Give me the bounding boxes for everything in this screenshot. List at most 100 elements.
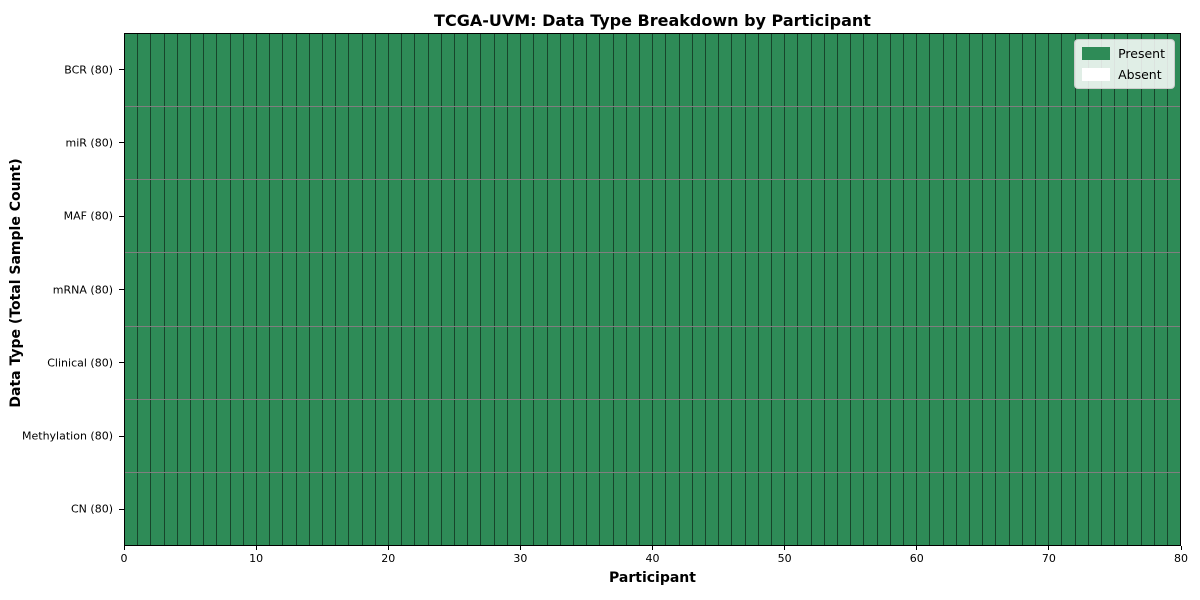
heatmap-cell	[534, 472, 548, 545]
y-tick-mark	[119, 215, 124, 217]
heatmap-cell	[1102, 472, 1116, 545]
heatmap-cell	[917, 107, 931, 180]
heatmap-cell	[507, 34, 522, 107]
chart-title: TCGA-UVM: Data Type Breakdown by Partici…	[434, 11, 871, 30]
heatmap-cell	[283, 107, 297, 180]
heatmap-cell	[877, 326, 891, 399]
heatmap-cell	[283, 326, 297, 399]
heatmap-cell	[349, 399, 363, 472]
heatmap-cell	[323, 399, 337, 472]
heatmap-cell	[943, 253, 957, 326]
heatmap-cell	[903, 34, 918, 107]
heatmap-cell	[587, 326, 601, 399]
y-tick-label: Clinical (80)	[47, 356, 113, 370]
heatmap-cell	[996, 180, 1010, 253]
heatmap-cell	[296, 107, 310, 180]
heatmap-cell	[890, 180, 904, 253]
heatmap-cell	[336, 180, 350, 253]
heatmap-cell	[943, 180, 957, 253]
heatmap-cell	[151, 34, 165, 107]
heatmap-cell	[560, 180, 574, 253]
heatmap-cell	[864, 326, 878, 399]
legend: Present Absent	[1074, 39, 1175, 89]
heatmap-cell	[1088, 472, 1103, 545]
heatmap-cell	[177, 107, 192, 180]
heatmap-cell	[257, 107, 271, 180]
heatmap-cell	[626, 253, 640, 326]
heatmap-cell	[481, 472, 495, 545]
heatmap-cell	[666, 253, 680, 326]
heatmap-cell	[1088, 399, 1103, 472]
heatmap-cell	[692, 34, 706, 107]
heatmap-cell	[125, 107, 139, 180]
heatmap-cell	[534, 107, 548, 180]
heatmap-row	[125, 326, 1181, 400]
heatmap-cell	[692, 253, 706, 326]
heatmap-cell	[587, 472, 601, 545]
heatmap-cell	[798, 326, 812, 399]
heatmap-cell	[983, 34, 997, 107]
heatmap-cell	[573, 472, 588, 545]
heatmap-cell	[943, 472, 957, 545]
heatmap-cell	[692, 399, 706, 472]
heatmap-cell	[573, 107, 588, 180]
heatmap-cell	[521, 253, 535, 326]
heatmap-cell	[653, 399, 667, 472]
heatmap-cell	[930, 253, 944, 326]
heatmap-cell	[415, 180, 429, 253]
heatmap-cell	[758, 34, 772, 107]
heatmap-cell	[785, 253, 799, 326]
legend-entry-absent: Absent	[1082, 67, 1165, 82]
heatmap-cell	[851, 326, 865, 399]
heatmap-cell	[243, 253, 258, 326]
heatmap-cell	[362, 326, 376, 399]
y-tick-label: mRNA (80)	[52, 283, 113, 296]
heatmap-cell	[257, 180, 271, 253]
x-tick-mark	[387, 546, 389, 550]
heatmap-cell	[362, 107, 376, 180]
heatmap-cell	[455, 399, 469, 472]
heatmap-cell	[811, 399, 825, 472]
heatmap-cell	[587, 399, 601, 472]
heatmap-cell	[534, 326, 548, 399]
legend-entry-present: Present	[1082, 46, 1165, 61]
heatmap-cell	[1128, 472, 1142, 545]
heatmap-cell	[1102, 107, 1116, 180]
heatmap-cell	[824, 472, 838, 545]
y-axis-ticks	[119, 33, 124, 546]
heatmap-cell	[204, 253, 218, 326]
heatmap-cell	[375, 107, 390, 180]
heatmap-cell	[745, 107, 759, 180]
heatmap-cell	[692, 180, 706, 253]
heatmap-cell	[441, 399, 456, 472]
heatmap-cell	[402, 472, 416, 545]
heatmap-cell	[864, 34, 878, 107]
heatmap-cell	[230, 399, 244, 472]
heatmap-cell	[1168, 326, 1181, 399]
heatmap-cell	[270, 107, 284, 180]
y-tick-label: miR (80)	[65, 136, 114, 150]
heatmap-cell	[890, 472, 904, 545]
heatmap-cell	[323, 107, 337, 180]
heatmap-cell	[851, 34, 865, 107]
heatmap-cell	[1102, 326, 1116, 399]
heatmap-cell	[745, 326, 759, 399]
heatmap-cell	[177, 472, 192, 545]
heatmap-cell	[1022, 107, 1037, 180]
heatmap-cell	[917, 472, 931, 545]
heatmap-cell	[970, 34, 984, 107]
heatmap-cell	[428, 180, 442, 253]
heatmap-cell	[758, 107, 772, 180]
heatmap-cell	[877, 107, 891, 180]
heatmap-cell	[375, 253, 390, 326]
heatmap-cell	[785, 399, 799, 472]
heatmap-cell	[653, 180, 667, 253]
heatmap-cell	[785, 180, 799, 253]
heatmap-cell	[164, 34, 178, 107]
heatmap-cell	[970, 107, 984, 180]
heatmap-cell	[415, 107, 429, 180]
heatmap-cell	[507, 472, 522, 545]
heatmap-cell	[1115, 180, 1129, 253]
heatmap-cell	[547, 472, 561, 545]
y-tick-mark	[119, 69, 124, 71]
